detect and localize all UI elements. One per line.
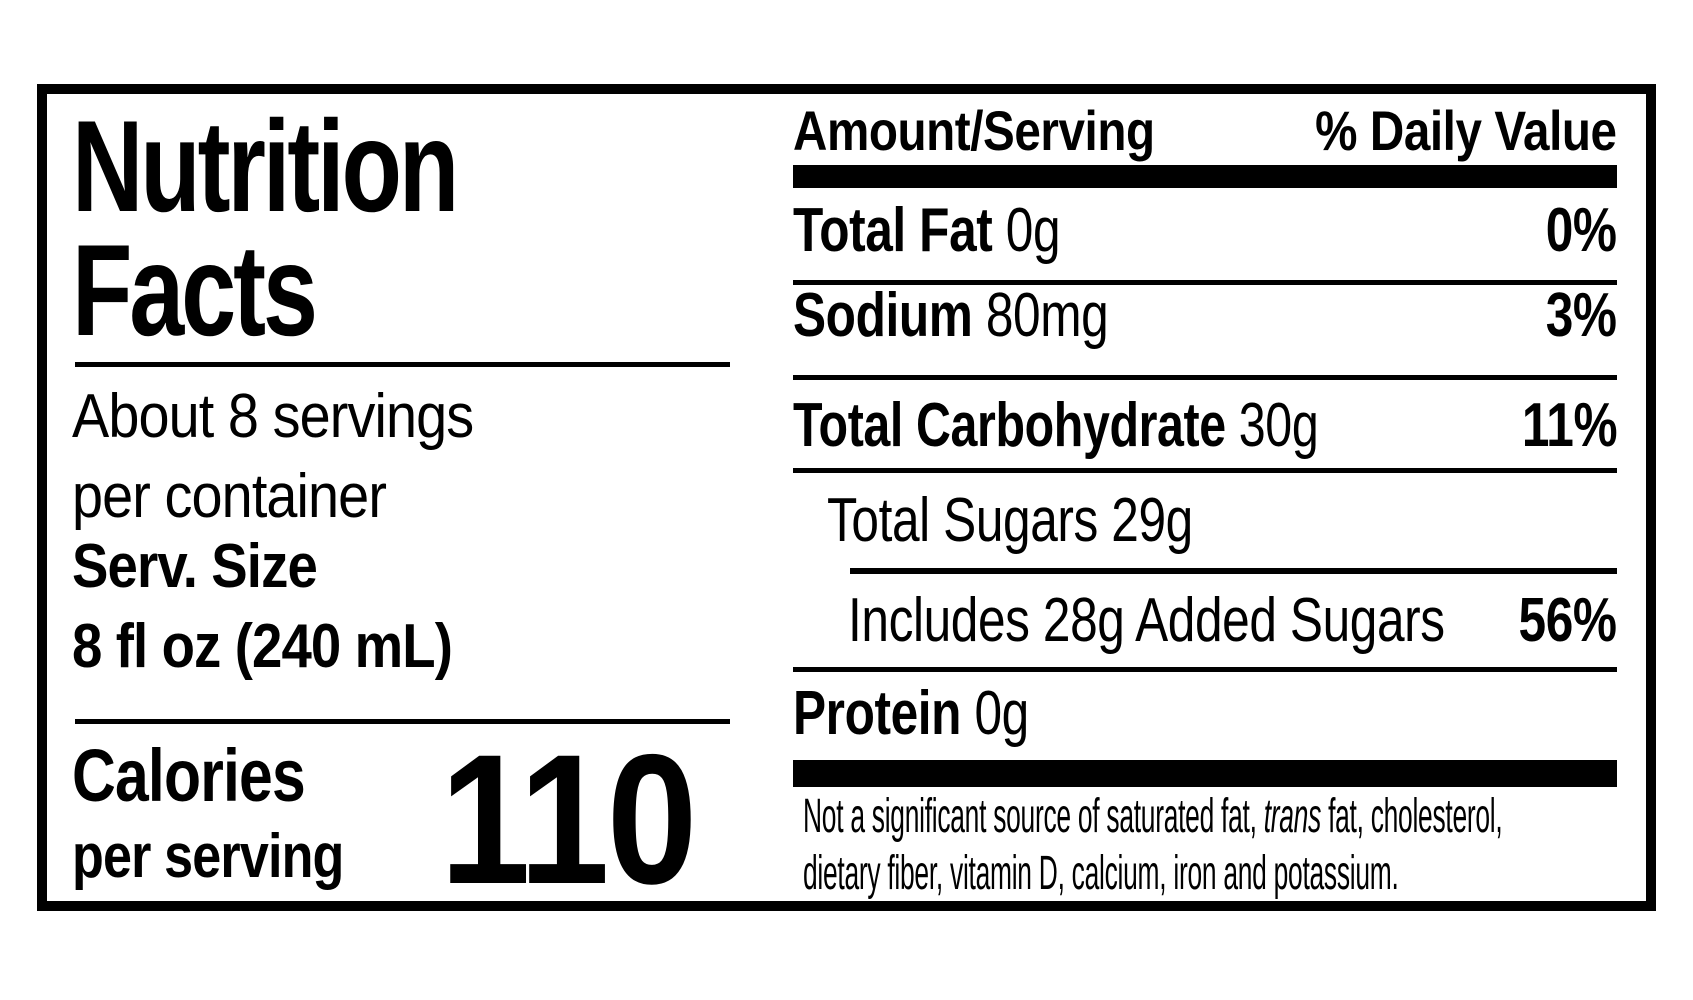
nutrient-text: Total Sugars 29g: [827, 490, 1459, 552]
footnote-line1: Not a significant source of saturated fa…: [803, 788, 1503, 845]
servings-line1: About 8 servings: [72, 382, 474, 451]
footnote-line1-start: Not a significant source of saturated fa…: [803, 790, 1264, 843]
row-divider: [793, 468, 1617, 473]
calories-sublabel: per serving: [72, 822, 344, 891]
nutrient-text: Includes 28g Added Sugars: [848, 590, 1463, 652]
nutrient-text: Sodium 80mg: [793, 285, 1452, 347]
nutrient-daily-value: 56%: [1518, 586, 1617, 655]
calories-subheading: per serving: [72, 826, 395, 888]
row-divider: [793, 375, 1617, 380]
table-row-total-carbohydrate: Total Carbohydrate 30g 11%: [793, 395, 1617, 465]
header-thick-bar: [793, 165, 1617, 188]
nutrient-daily-value: 3%: [1546, 281, 1617, 350]
calories-label: Calories: [72, 734, 306, 817]
nutrient-amount: 29g: [1111, 486, 1193, 555]
footer-thick-bar: [793, 760, 1617, 787]
servings-line2: per container: [72, 462, 387, 531]
nutrient-name: Total Sugars: [827, 486, 1098, 555]
nutrient-name: Total Fat: [793, 196, 993, 265]
daily-value-header: % Daily Value: [1315, 99, 1618, 162]
nutrition-facts-panel: Nutrition Facts About 8 servings per con…: [37, 84, 1656, 913]
left-divider-bottom: [75, 719, 730, 724]
nutrient-name: Protein: [793, 679, 962, 748]
table-row-total-sugars: Total Sugars 29g: [793, 490, 1617, 560]
nutrient-text: Total Carbohydrate 30g: [793, 395, 1436, 457]
nutrient-amount: 0g: [1005, 196, 1061, 265]
row-divider: [793, 667, 1617, 672]
calories-value-big: 110: [440, 728, 729, 913]
panel-title-line1: Nutrition: [72, 93, 459, 239]
footnote-line2: dietary fiber, vitamin D, calcium, iron …: [803, 847, 1399, 900]
table-row-total-fat: Total Fat 0g 0%: [793, 200, 1617, 270]
amount-per-serving-header: Amount/Serving: [793, 99, 1155, 162]
nutrient-amount: 80mg: [985, 281, 1109, 350]
table-row-added-sugars: Includes 28g Added Sugars 56%: [793, 590, 1617, 660]
nutrient-amount: 30g: [1238, 391, 1319, 460]
serving-size-value: 8 fl oz (240 mL): [72, 612, 453, 681]
nutrient-name: Sodium: [793, 281, 973, 350]
servings-per-container: About 8 servings per container: [72, 377, 518, 537]
footnote: Not a significant source of saturated fa…: [803, 788, 1693, 902]
nutrient-daily-value: 11%: [1521, 391, 1618, 460]
panel-title: Nutrition Facts: [72, 93, 578, 363]
serving-size-label: Serv. Size: [72, 532, 318, 601]
nutrient-text: Total Fat 0g: [793, 200, 1452, 262]
row-divider-indented: [850, 568, 1617, 574]
nutrient-amount: 0g: [974, 679, 1029, 748]
nutrient-text: Protein 0g: [793, 683, 1452, 745]
table-row-sodium: Sodium 80mg 3%: [793, 285, 1617, 355]
table-header-row: Amount/Serving % Daily Value: [793, 103, 1617, 173]
footnote-line1-end: fat, cholesterol,: [1321, 790, 1503, 843]
serving-size: Serv. Size 8 fl oz (240 mL): [72, 527, 504, 687]
nutrient-name: Includes 28g Added Sugars: [848, 586, 1445, 655]
panel-title-line2: Facts: [72, 217, 318, 363]
calories-value: 110: [440, 717, 697, 923]
left-divider-top: [75, 362, 730, 367]
table-row-protein: Protein 0g: [793, 683, 1617, 753]
row-divider: [793, 280, 1617, 285]
nutrient-daily-value: 0%: [1546, 196, 1617, 265]
footnote-trans-italic: trans: [1263, 790, 1322, 843]
calories-heading: Calories: [72, 739, 356, 813]
nutrient-name: Total Carbohydrate: [793, 391, 1226, 460]
